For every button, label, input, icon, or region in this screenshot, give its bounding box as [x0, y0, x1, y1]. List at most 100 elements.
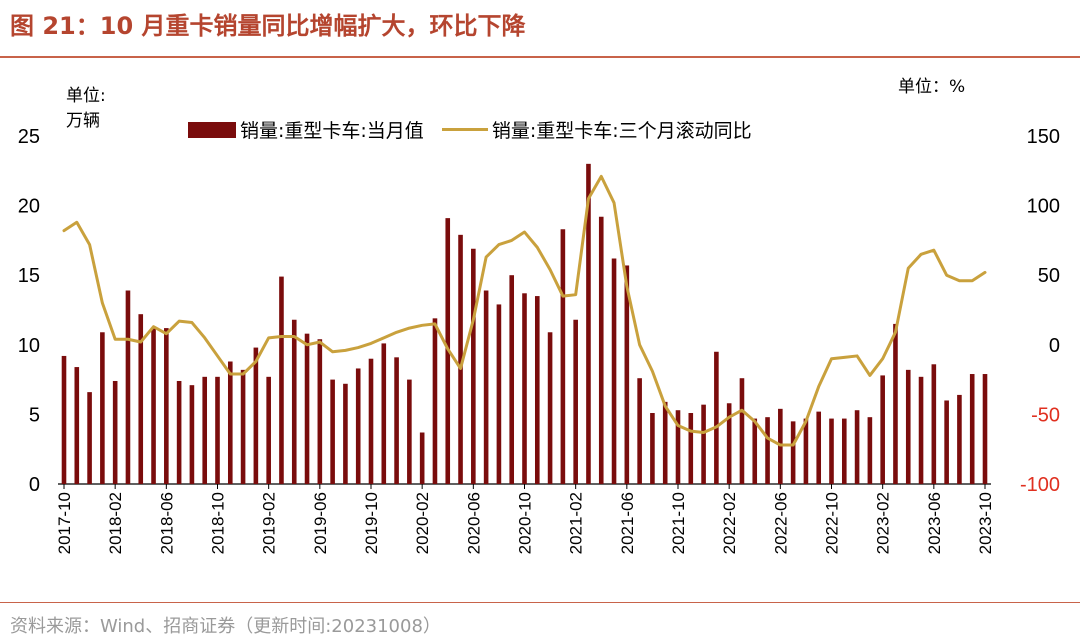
- bar-mark: [471, 248, 476, 484]
- bar-mark: [483, 290, 489, 484]
- bar-mark: [381, 343, 387, 484]
- x-tick-label: 2020-10: [516, 492, 535, 554]
- bar-mark: [867, 417, 873, 484]
- bar-mark: [739, 378, 745, 484]
- x-tick-label: 2023-02: [874, 492, 893, 554]
- bar-mark: [202, 376, 208, 484]
- bar-mark: [355, 368, 361, 484]
- y-left-tick-label: 25: [18, 126, 40, 148]
- x-tick-label: 2021-02: [567, 492, 586, 554]
- x-tick-label: 2018-10: [209, 492, 228, 554]
- x-tick-label: 2022-10: [823, 492, 842, 554]
- bar-mark: [905, 369, 911, 484]
- left-unit-line1: 单位:: [66, 86, 106, 106]
- x-tick-label: 2018-06: [157, 492, 176, 554]
- bar-mark: [164, 328, 169, 484]
- x-tick-label: 2023-10: [976, 492, 995, 554]
- bar-mark: [317, 339, 323, 484]
- legend-line-label: 销量:重型卡车:三个月滚动同比: [491, 120, 752, 142]
- bar-mark: [726, 403, 732, 484]
- bar-mark: [419, 432, 425, 484]
- bar-mark: [253, 347, 259, 484]
- bar-mark: [701, 404, 706, 484]
- bar-mark: [394, 357, 399, 484]
- bar-mark: [509, 275, 515, 484]
- x-tick-label: 2022-06: [771, 492, 790, 554]
- bar-mark: [752, 418, 758, 484]
- bar-mark: [432, 318, 438, 484]
- bar-mark: [496, 304, 502, 484]
- y-left-tick-label: 5: [29, 404, 40, 426]
- bar-mark: [176, 380, 182, 484]
- bar-mark: [240, 369, 246, 484]
- bar-mark: [74, 367, 80, 484]
- y-right-tick-label: 0: [1049, 335, 1060, 357]
- bar-mark: [675, 410, 681, 484]
- bar-mark: [624, 265, 630, 484]
- legend-bar-swatch: [188, 121, 236, 138]
- legend-bar-label: 销量:重型卡车:当月值: [240, 120, 424, 142]
- title-divider: [0, 56, 1080, 58]
- bar-mark: [662, 401, 668, 484]
- bar-mark: [368, 358, 374, 484]
- left-unit-line2: 万辆: [66, 111, 100, 131]
- bar-mark: [586, 163, 591, 484]
- y-right-tick-label: 100: [1027, 196, 1060, 218]
- x-tick-label: 2017-10: [55, 492, 74, 554]
- bar-mark: [957, 394, 962, 484]
- bar-mark: [765, 417, 770, 484]
- x-tick-label: 2019-06: [311, 492, 330, 554]
- bar-mark: [598, 216, 604, 485]
- bar-mark: [87, 392, 92, 484]
- bar-mark: [151, 328, 156, 484]
- y-right-tick-label: -100: [1020, 474, 1060, 496]
- x-tick-label: 2023-06: [925, 492, 944, 554]
- bar-mark: [534, 296, 540, 484]
- x-tick-label: 2019-10: [362, 492, 381, 554]
- bar-mark: [407, 379, 412, 484]
- source-note: 资料来源：Wind、招商证券（更新时间:20231008）: [10, 616, 441, 637]
- bar-mark: [880, 375, 885, 484]
- bar-mark: [637, 378, 642, 484]
- bar-mark: [266, 376, 271, 484]
- bar-mark: [138, 314, 144, 484]
- bar-mark: [304, 333, 310, 484]
- left-axis-unit: 单位: 万辆: [66, 84, 106, 134]
- bar-mark: [650, 413, 655, 484]
- bar-mark: [829, 418, 834, 484]
- bar-mark: [279, 276, 284, 484]
- bar-mark: [816, 411, 822, 484]
- bar-mark: [100, 332, 105, 484]
- bar-mark: [893, 323, 898, 484]
- legend: 销量:重型卡车:当月值 销量:重型卡车:三个月滚动同比: [188, 116, 752, 143]
- bar-mark: [573, 319, 578, 484]
- bar-mark: [841, 418, 847, 484]
- bar-mark: [931, 364, 937, 484]
- x-tick-label: 2021-06: [618, 492, 637, 554]
- bar-mark: [944, 400, 949, 484]
- bar-mark: [215, 376, 220, 484]
- x-tick-label: 2019-02: [260, 492, 279, 554]
- chart-plot: 0 5 10 15 20 25 -100 -50 0 50 100 150 2017-10 2018-02…: [18, 126, 1060, 554]
- y-right-tick-label: 150: [1027, 126, 1060, 148]
- bar-mark: [547, 332, 553, 484]
- bar-mark: [790, 421, 796, 484]
- bar-mark: [189, 385, 195, 484]
- bar-mark: [343, 383, 348, 484]
- x-tick-label: 2018-02: [106, 492, 125, 554]
- x-tick-label: 2020-02: [413, 492, 432, 554]
- bar-mark: [714, 351, 719, 484]
- bar-mark: [112, 380, 118, 484]
- bar-mark: [330, 379, 335, 484]
- y-left-tick-label: 0: [29, 474, 40, 496]
- bar-mark: [61, 355, 67, 484]
- bar-mark: [125, 290, 131, 484]
- right-axis-unit: 单位：%: [898, 77, 966, 97]
- y-left-tick-label: 15: [18, 265, 40, 287]
- bar-mark: [688, 413, 694, 484]
- x-tick-label: 2021-10: [669, 492, 688, 554]
- y-left-tick-label: 20: [18, 196, 40, 218]
- bar-mark: [854, 410, 860, 484]
- y-right-tick-label: -50: [1031, 404, 1060, 426]
- x-tick-label: 2022-02: [720, 492, 739, 554]
